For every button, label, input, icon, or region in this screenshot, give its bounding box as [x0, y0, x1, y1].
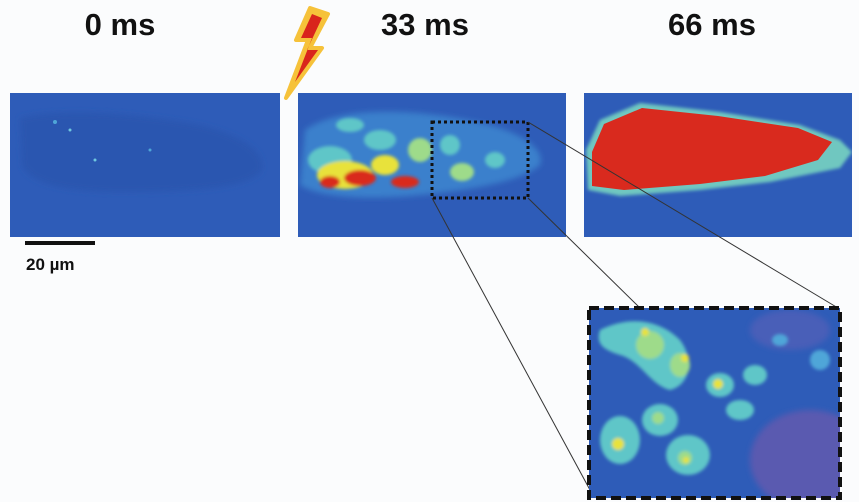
time-label: 33 ms [381, 7, 469, 42]
zoom-panel [589, 308, 840, 498]
time-label: 66 ms [668, 7, 756, 42]
zoom-frame [587, 306, 842, 500]
image-panel [584, 93, 852, 237]
scale-bar-label: 20 µm [26, 255, 75, 274]
connector [431, 197, 591, 491]
selection-box [430, 120, 530, 200]
stimulus-icon-core [295, 14, 322, 82]
connector [527, 121, 839, 309]
connector [527, 197, 641, 309]
time-label: 0 ms [85, 7, 156, 42]
image-panel [10, 93, 280, 237]
image-panel [298, 93, 566, 237]
